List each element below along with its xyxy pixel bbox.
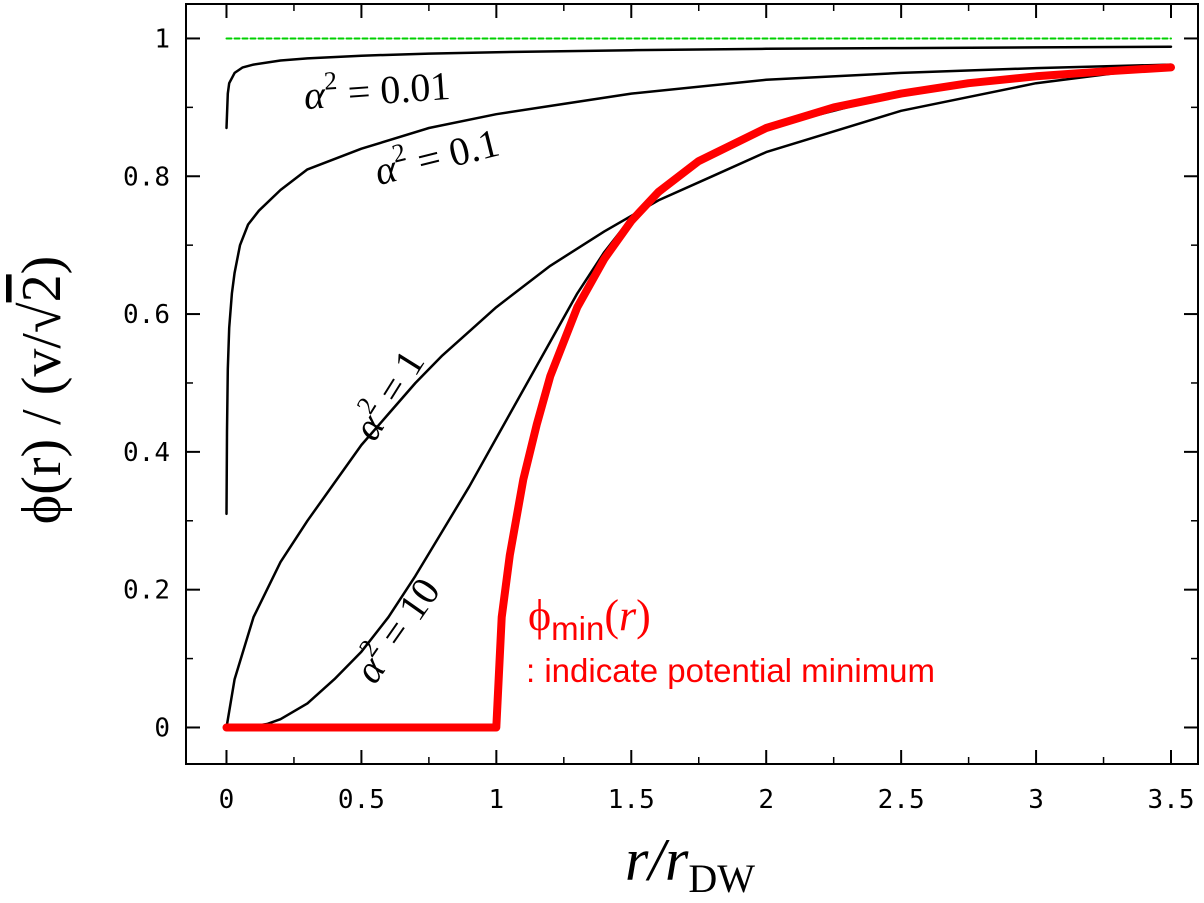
x-tick-label: 1	[489, 785, 505, 815]
x-axis-label-main: r/r	[625, 827, 689, 893]
plot-frame	[185, 3, 1199, 765]
x-tick-label: 1.5	[608, 785, 655, 815]
y-tick-label: 0.2	[123, 576, 170, 606]
series-phi-min	[222, 63, 1175, 732]
y-axis-label-radical: √	[11, 302, 73, 333]
ticks-layer: 0 0.5 1 1.5 2 2.5 3 3.5 0 0.2 0.4 0.6 0.8 1	[123, 4, 1198, 815]
annotation-text: : indicate potential minimum	[526, 652, 935, 689]
curve-label: α2 = 10	[341, 567, 449, 691]
x-tick-label: 0	[219, 785, 235, 815]
y-tick-label: 0.4	[123, 438, 170, 468]
annotation-phi-min: ϕmin(r)	[528, 591, 651, 647]
y-tick-label: 0.8	[123, 162, 170, 192]
x-axis-label: r/rDW	[625, 827, 755, 901]
curve-label: α2 = 1	[340, 339, 434, 447]
x-axis-label-sub: DW	[688, 856, 755, 901]
y-tick-label: 0.6	[123, 300, 170, 330]
x-tick-label: 2	[758, 785, 774, 815]
series-line	[225, 45, 1173, 130]
series-line	[225, 64, 1173, 729]
x-tick-label: 3	[1028, 785, 1044, 815]
y-axis-label: ϕ(r) / (v/√2)	[11, 256, 73, 525]
annotation-arg-open: (	[604, 591, 619, 640]
annotation-arg: r	[619, 591, 637, 640]
annotation-subscript: min	[551, 610, 604, 647]
curves-layer	[222, 37, 1175, 732]
y-tick-label: 1	[154, 24, 170, 54]
y-axis-label-text: ϕ(r) / (v/√2)	[11, 256, 73, 525]
y-tick-label: 0	[154, 713, 170, 743]
annotation-arg-close: )	[636, 591, 651, 640]
y-axis-label-prefix: ϕ(r) / (v/	[11, 333, 73, 525]
y-axis-label-radicand: 2	[11, 274, 73, 302]
x-tick-label: 3.5	[1148, 785, 1195, 815]
series-line	[225, 63, 1173, 516]
x-tick-label: 2.5	[878, 785, 925, 815]
y-axis-label-suffix: )	[11, 256, 73, 275]
x-tick-label: 0.5	[338, 785, 385, 815]
curve-label: α2 = 0.01	[302, 58, 452, 118]
annotation-symbol: ϕ	[528, 591, 551, 640]
